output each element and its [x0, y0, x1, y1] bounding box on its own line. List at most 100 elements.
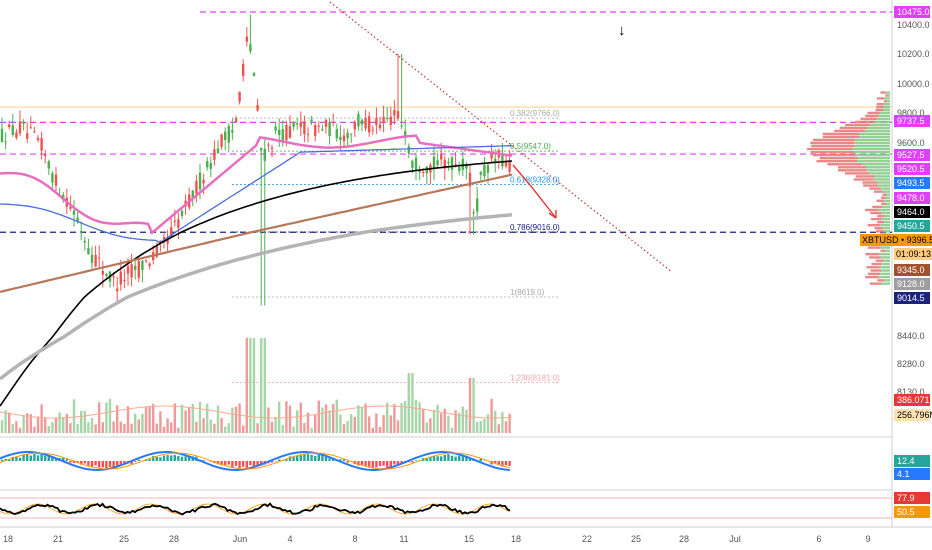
time-tick-label: 18 — [511, 534, 521, 544]
histogram-bar — [134, 461, 137, 462]
histogram-bar — [148, 459, 151, 461]
histogram-bar — [18, 457, 22, 461]
countdown-tag: 01:09:13 — [894, 248, 932, 260]
candle-body — [0, 128, 4, 143]
volume-bar — [411, 373, 414, 433]
candle-body — [306, 133, 310, 135]
histogram-bar — [83, 461, 86, 464]
candle-body — [173, 220, 176, 222]
volume-profile-bar — [880, 256, 890, 259]
volume-profile-bar — [882, 205, 890, 209]
volume-bar — [105, 402, 108, 433]
ma-gray-line — [0, 212, 513, 381]
histogram-bar — [292, 456, 295, 461]
volume-profile-bar — [875, 230, 884, 233]
histogram-bar — [108, 461, 112, 467]
volume-bar — [364, 403, 367, 433]
candle-body — [393, 110, 396, 116]
candle-body — [83, 240, 86, 243]
price-tag: 9450.5 — [894, 220, 930, 232]
volume-bar — [353, 416, 356, 433]
volume-bar — [166, 418, 169, 433]
ma-pink-line — [0, 134, 513, 235]
volume-profile-bar — [869, 172, 890, 175]
histogram-bar — [310, 454, 313, 461]
price-tag: 9493.5 — [894, 177, 930, 189]
histogram-bar — [8, 459, 11, 461]
volume-bar — [346, 420, 349, 433]
histogram-bar — [436, 456, 439, 461]
volume-profile-bar — [884, 97, 890, 100]
price-tag-bg — [894, 115, 930, 127]
volume-bar — [209, 419, 212, 433]
candle-body — [436, 160, 439, 166]
volume-profile-bar — [810, 150, 855, 154]
price-tag-text: 9014.5 — [897, 293, 925, 303]
histogram-bar — [227, 461, 230, 465]
rsi-line — [0, 502, 511, 516]
volume-profile-bar — [885, 196, 890, 199]
histogram-bar — [296, 455, 299, 461]
volume-bar — [281, 425, 284, 433]
fib-label: 0.618(9328.0) — [510, 175, 560, 184]
volume-bar — [422, 408, 425, 433]
candle-body — [180, 210, 184, 216]
price-tag-text: 9527.5 — [897, 150, 925, 160]
candle-body — [126, 266, 130, 274]
histogram-bar — [98, 461, 101, 468]
histogram-bar — [458, 455, 461, 461]
volume-bar — [159, 411, 162, 433]
histogram-bar — [238, 461, 241, 468]
volume-bar — [188, 407, 191, 433]
volume-profile-bar — [881, 202, 887, 206]
candle-body — [357, 113, 360, 127]
price-tag-bg — [894, 6, 930, 18]
candle-body — [123, 279, 126, 281]
volume-profile-bar — [845, 123, 870, 127]
time-axis[interactable]: 18 21 25 28 Jun 4 8 11 15 18 22 25 28 Jul 6 9 — [3, 534, 871, 544]
volume-profile-bar — [880, 91, 886, 94]
histogram-bar — [159, 457, 162, 461]
volume-bar — [454, 410, 457, 433]
price-tag: 9014.5 — [894, 292, 930, 304]
histogram-bar — [461, 456, 464, 461]
projection-arrow — [512, 164, 557, 219]
volume-profile-bar — [883, 199, 890, 203]
volume-profile-bar — [869, 282, 881, 285]
candle-body — [404, 131, 407, 138]
price-tag-text: 9450.5 — [897, 221, 925, 231]
volume-bar — [447, 415, 450, 433]
price-axis[interactable]: 10400.0 10200.0 10000.0 9800.0 9600.0 8440.0 8… — [860, 6, 932, 518]
candle-body — [486, 165, 490, 173]
volume-profile-bar — [880, 246, 890, 249]
candle-body — [468, 172, 472, 187]
candle-body — [461, 158, 464, 170]
candle-body — [8, 124, 11, 127]
volume-profile-bar — [885, 94, 888, 97]
candle-body — [440, 154, 443, 160]
volume-bar — [119, 421, 122, 433]
volume-bar — [501, 411, 504, 433]
indicator2-tag-text: 77.9 — [897, 493, 915, 503]
volume-bar — [47, 425, 50, 433]
price-tag-bg — [894, 206, 930, 218]
candle-body — [411, 160, 414, 168]
price-tick-label: 9800.0 — [897, 108, 925, 118]
volume-bar — [389, 415, 392, 433]
volume-profile-bar — [816, 159, 857, 163]
price-tick-label: 8130.0 — [897, 387, 925, 397]
volume-profile-bar — [869, 256, 881, 259]
volume-bar — [87, 422, 90, 433]
histogram-bar — [425, 458, 428, 461]
volume-bar — [11, 423, 14, 433]
candle-body — [29, 127, 32, 129]
volume-bar — [173, 403, 176, 433]
histogram-bar — [270, 461, 274, 463]
volume-profile-bar — [834, 129, 865, 133]
candle-body — [490, 152, 493, 159]
candle-body — [350, 133, 353, 135]
histogram-bar — [209, 461, 212, 462]
candle-body — [40, 138, 43, 151]
volume-bar — [162, 426, 166, 433]
